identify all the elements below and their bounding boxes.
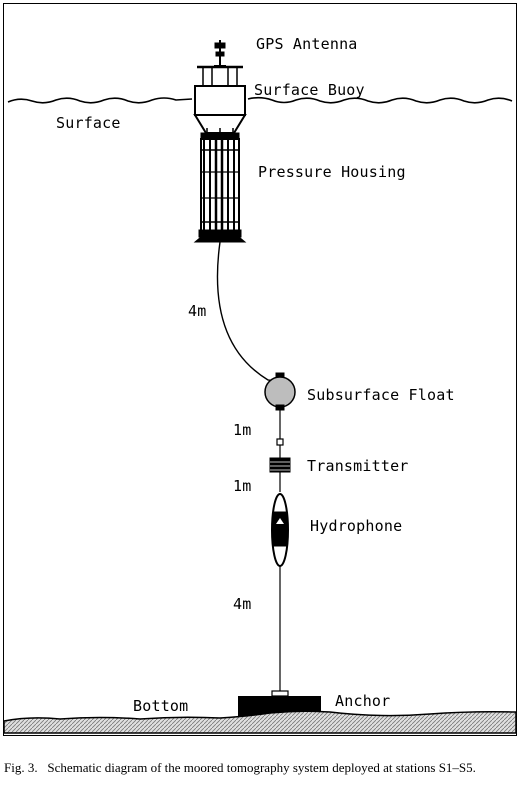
surface-label: Surface: [56, 114, 121, 132]
pressure-housing-label: Pressure Housing: [258, 163, 406, 181]
caption-number: Fig. 3.: [4, 760, 38, 775]
subsurface-float-label: Subsurface Float: [307, 386, 455, 404]
subsurface-float-icon: [264, 372, 296, 411]
segment-length-label-lower-4m: 4m: [233, 595, 252, 613]
segment-length-label-upper-4m: 4m: [188, 302, 207, 320]
anchor-release-icon: [271, 690, 289, 697]
hydrophone-icon: [271, 493, 289, 567]
figure-frame: [3, 3, 517, 736]
caption-text: Schematic diagram of the moored tomograp…: [47, 760, 476, 775]
cable-upper: [216, 241, 282, 383]
anchor-label: Anchor: [335, 692, 391, 710]
bottom-label: Bottom: [133, 697, 189, 715]
figure-caption: Fig. 3. Schematic diagram of the moored …: [4, 760, 516, 776]
segment-length-label-upper-1m: 1m: [233, 421, 252, 439]
segment-length-label-lower-1m: 1m: [233, 477, 252, 495]
gps-antenna-icon: [214, 40, 226, 68]
transmitter-label: Transmitter: [307, 457, 409, 475]
surface-buoy-icon: [193, 65, 247, 136]
pressure-housing-icon: [193, 132, 247, 243]
mooring-diagram: [3, 40, 517, 734]
surface-buoy-label: Surface Buoy: [254, 81, 365, 99]
gps-antenna-label: GPS Antenna: [256, 35, 358, 53]
sea-surface-line: [7, 96, 513, 104]
transmitter-icon: [269, 457, 291, 473]
seabed: [3, 710, 517, 734]
hydrophone-label: Hydrophone: [310, 517, 403, 535]
shackle-icon: [276, 438, 284, 446]
